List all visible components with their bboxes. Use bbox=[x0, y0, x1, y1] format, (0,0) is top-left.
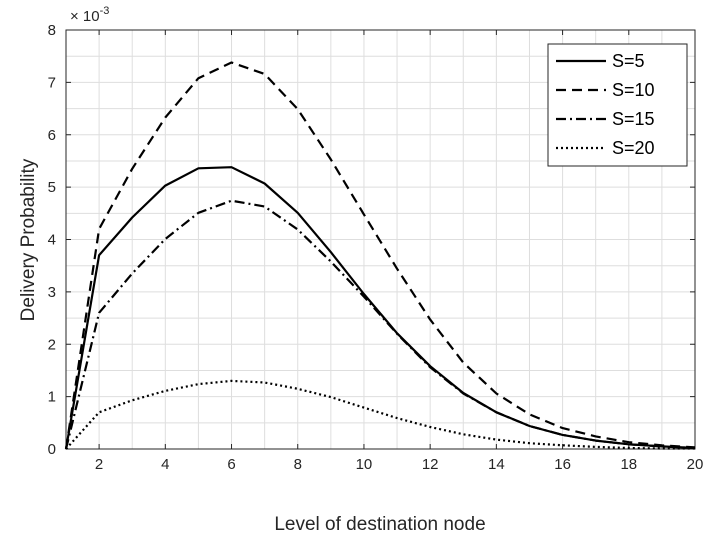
x-axis-label: Level of destination node bbox=[274, 514, 485, 535]
x-tick-label: 14 bbox=[488, 456, 505, 473]
y-axis-exponent-base: × 10 bbox=[70, 8, 100, 25]
y-tick-label: 5 bbox=[48, 179, 56, 196]
legend-label-4: S=20 bbox=[612, 138, 655, 158]
y-tick-label: 2 bbox=[48, 336, 56, 353]
series-line-4 bbox=[65, 379, 695, 450]
series-line-2 bbox=[64, 61, 696, 450]
y-tick-label: 8 bbox=[48, 22, 56, 39]
x-tick-label: 4 bbox=[161, 456, 169, 473]
y-axis-exponent-power: -3 bbox=[100, 5, 110, 17]
y-tick-label: 0 bbox=[48, 441, 56, 458]
x-tick-label: 18 bbox=[620, 456, 637, 473]
legend-label-1: S=5 bbox=[612, 51, 645, 71]
y-tick-label: 3 bbox=[48, 284, 56, 301]
y-axis-label: Delivery Probability bbox=[18, 158, 39, 321]
x-tick-label: 8 bbox=[294, 456, 302, 473]
x-tick-label: 6 bbox=[227, 456, 235, 473]
y-tick-label: 1 bbox=[48, 389, 56, 406]
series-line-1 bbox=[64, 166, 696, 450]
x-tick-label: 10 bbox=[356, 456, 373, 473]
x-tick-label: 20 bbox=[687, 456, 704, 473]
legend-label-2: S=10 bbox=[612, 80, 655, 100]
y-axis-exponent: × 10-3 bbox=[70, 5, 109, 25]
x-tick-label: 16 bbox=[554, 456, 571, 473]
legend-label-3: S=15 bbox=[612, 109, 655, 129]
series-line-3 bbox=[64, 199, 696, 450]
series-lines bbox=[64, 61, 696, 450]
legend-box bbox=[547, 43, 688, 167]
x-tick-label: 2 bbox=[95, 456, 103, 473]
y-tick-label: 6 bbox=[48, 127, 56, 144]
y-tick-label: 4 bbox=[48, 232, 56, 249]
x-tick-label: 12 bbox=[422, 456, 439, 473]
y-tick-label: 7 bbox=[48, 74, 56, 91]
legend: S=5 S=10 S=15 S=20 bbox=[547, 43, 688, 167]
